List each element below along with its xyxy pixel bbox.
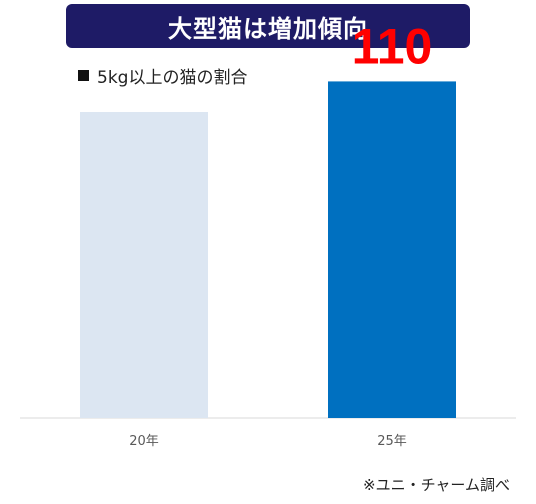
bar-1 <box>80 112 208 419</box>
subtitle-text: 5kg以上の猫の割合 <box>97 68 248 88</box>
chart-title: 大型猫は増加傾向 <box>168 14 368 43</box>
x-tick-label: 20年 <box>129 434 159 449</box>
bar-2 <box>328 81 456 419</box>
data-label: 110 <box>352 18 433 74</box>
x-tick-label: 25年 <box>377 434 407 449</box>
square-bullet-icon <box>78 70 89 81</box>
source-note: ※ユニ・チャーム調べ <box>363 476 510 494</box>
title-banner: 大型猫は増加傾向 <box>66 4 470 48</box>
chart-subtitle: 5kg以上の猫の割合 <box>78 63 247 88</box>
